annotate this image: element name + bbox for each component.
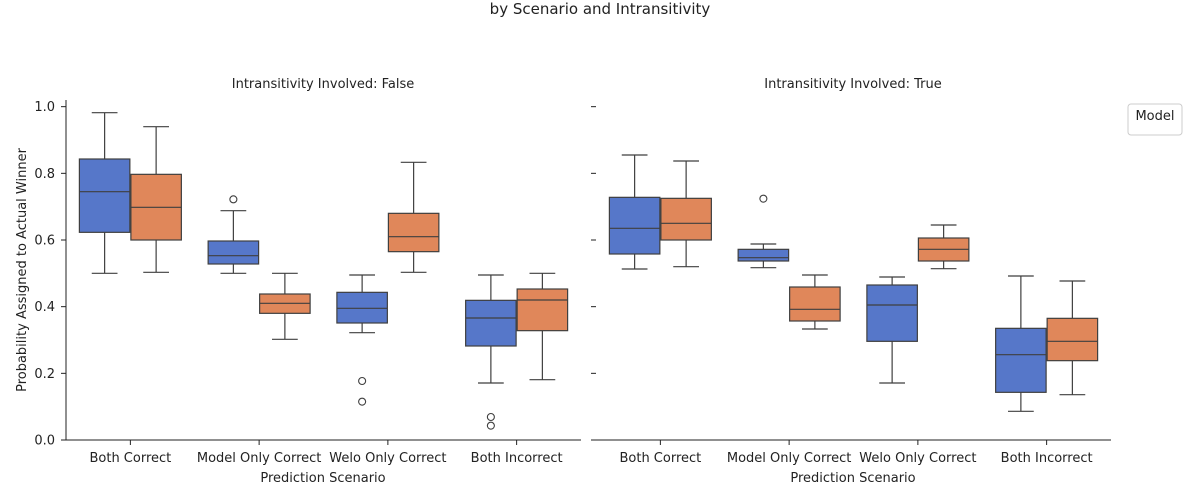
x-tick-label: Model Only Correct — [727, 451, 852, 466]
box-body — [608, 196, 661, 255]
panel-intransitivity-false: Intransitivity Involved: False 0.0 0.2 0.4… — [15, 77, 581, 486]
box-body — [866, 284, 918, 342]
box-plot — [259, 272, 311, 340]
x-tick-label: Both Correct — [89, 451, 171, 466]
outlier-point — [486, 412, 495, 422]
box-plot — [917, 224, 970, 270]
outlier-point — [229, 195, 238, 204]
box-plot — [660, 160, 712, 268]
box-plot — [737, 194, 790, 269]
panel-title: Intransitivity Involved: False — [232, 77, 414, 92]
outlier-point — [358, 376, 367, 386]
y-axis-label: Probability Assigned to Actual Winner — [15, 147, 30, 391]
legend-title: Model — [1135, 109, 1174, 124]
box-plot — [608, 154, 661, 270]
outlier-point — [759, 194, 768, 203]
box-body — [995, 327, 1047, 393]
x-tick-label: Welo Only Correct — [329, 451, 446, 466]
box-body — [789, 286, 841, 322]
y-tick-label: 1.0 — [34, 100, 55, 115]
y-tick-label: 0.8 — [34, 167, 55, 182]
axes-group: 0.0 0.2 0.4 0.6 0.8 1.0 Both Correct Model Only… — [34, 100, 581, 466]
box-body — [516, 288, 569, 332]
box-plot — [789, 274, 841, 330]
axes-group: Both Correct Model Only Correct Welo Only … — [591, 106, 1111, 466]
panel-intransitivity-true: Intransitivity Involved: True Both Corre… — [591, 77, 1111, 486]
y-tick-label: 0.6 — [34, 234, 55, 249]
box-body — [737, 248, 790, 262]
x-axis-label: Prediction Scenario — [260, 471, 385, 486]
box-body — [78, 158, 131, 233]
boxes-group — [608, 154, 1099, 412]
box-body — [1046, 317, 1099, 362]
outlier-point — [358, 397, 367, 406]
legend-frame — [1127, 103, 1183, 136]
legend: Model — [1127, 103, 1183, 136]
box-plot — [130, 126, 182, 273]
x-tick-label: Model Only Correct — [197, 451, 322, 466]
x-tick-label: Both Incorrect — [471, 451, 563, 466]
box-plot — [207, 195, 260, 274]
x-tick-label: Both Incorrect — [1001, 451, 1093, 466]
box-body — [660, 197, 712, 241]
x-tick-label: Welo Only Correct — [859, 451, 976, 466]
box-body — [207, 240, 260, 265]
box-plot — [866, 276, 918, 384]
y-tick-label: 0.4 — [34, 300, 55, 315]
box-body — [465, 299, 517, 347]
box-plot — [78, 112, 131, 274]
x-axis-label: Prediction Scenario — [790, 471, 915, 486]
box-plot — [387, 161, 440, 273]
y-tick-label: 0.2 — [34, 367, 55, 382]
box-plot — [1046, 280, 1099, 396]
box-plot — [995, 275, 1047, 412]
panel-title: Intransitivity Involved: True — [764, 77, 941, 92]
box-plot — [336, 274, 388, 406]
box-body — [336, 291, 388, 324]
figure-title: by Scenario and Intransitivity — [490, 0, 711, 18]
outlier-point — [486, 421, 495, 430]
boxes-group — [78, 112, 569, 430]
box-body — [387, 212, 440, 253]
x-tick-label: Both Correct — [619, 451, 701, 466]
y-tick-label: 0.0 — [34, 434, 55, 449]
box-plot — [465, 274, 517, 430]
box-plot — [516, 272, 569, 381]
